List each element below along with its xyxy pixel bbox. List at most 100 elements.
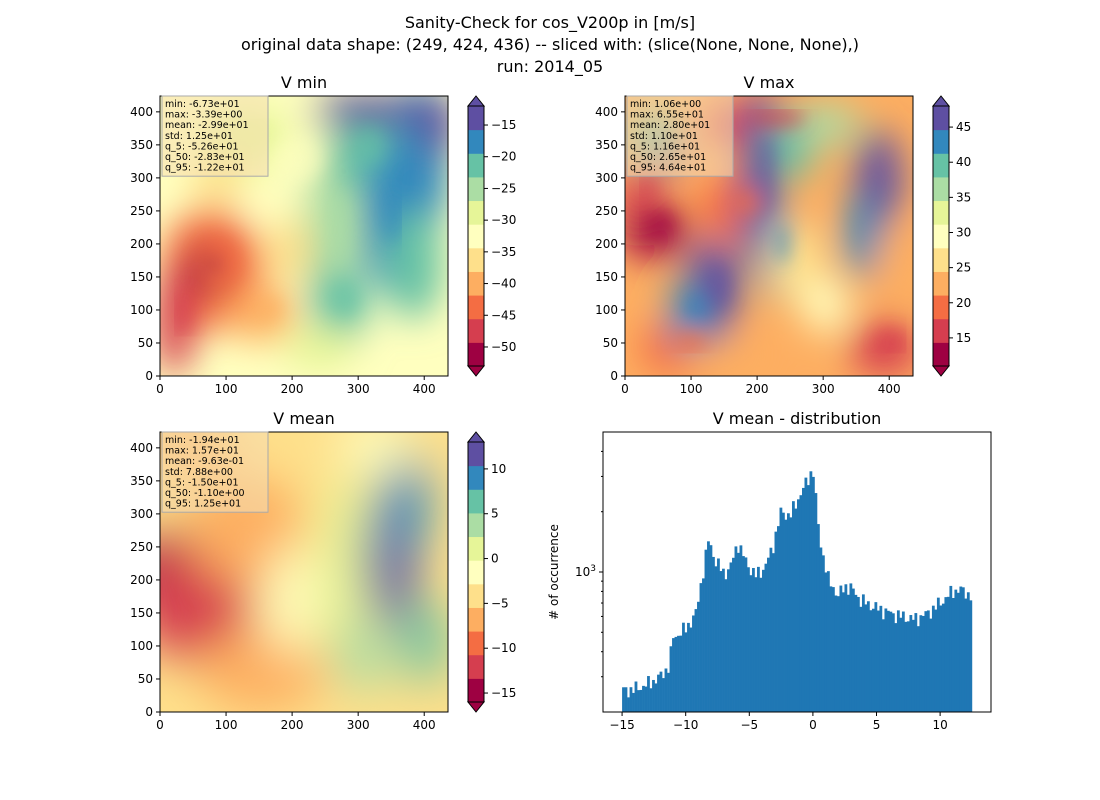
histogram-bar <box>742 556 745 712</box>
histogram-bar <box>727 569 730 712</box>
histogram-bar <box>667 672 670 712</box>
heatmap-detail-blob <box>254 297 283 320</box>
colorbar-segment <box>468 295 484 320</box>
histogram-bar <box>737 552 740 712</box>
histogram-bar <box>627 697 630 712</box>
y-tick-label: 250 <box>595 204 618 218</box>
histogram-bar <box>629 687 633 712</box>
x-tick-label: −15 <box>609 718 634 732</box>
histogram-bar <box>664 668 668 712</box>
colorbar-segment <box>933 106 949 131</box>
histogram-bar <box>689 627 693 712</box>
histogram-bar <box>772 553 775 712</box>
colorbar-segment <box>933 318 949 343</box>
histogram-bar <box>859 606 863 712</box>
colorbar-segment <box>468 176 484 202</box>
colorbar-segment <box>468 536 484 561</box>
heatmap-blob <box>266 544 313 656</box>
histogram-bar <box>954 589 958 712</box>
heatmap-detail-blob <box>647 213 676 236</box>
histogram-bar <box>722 568 725 712</box>
histogram-bar <box>936 597 940 712</box>
histogram-bar <box>669 646 673 712</box>
histogram-bar <box>709 545 713 712</box>
x-tick-label: 400 <box>878 382 901 396</box>
histogram-bar <box>624 687 628 712</box>
heatmap-detail-blob <box>878 330 907 354</box>
heatmap-blob <box>283 325 353 371</box>
histogram-bar <box>769 547 773 712</box>
y-tick-label: 300 <box>130 507 153 521</box>
heatmap-detail-blob <box>688 294 705 322</box>
histogram-bar <box>699 583 703 712</box>
colorbar-tick-label: 5 <box>491 507 499 521</box>
y-tick-label: 50 <box>138 672 153 686</box>
stats-box <box>161 431 269 513</box>
histogram-bar <box>824 572 828 712</box>
colorbar-segment <box>468 153 484 178</box>
colorbar-segment <box>468 271 484 296</box>
heatmap-blob <box>332 622 391 690</box>
heatmap-blob <box>309 96 425 127</box>
histogram-bar <box>679 635 683 712</box>
colorbar-segment <box>468 607 484 632</box>
histogram-bar <box>966 592 970 712</box>
heatmap-detail-blob <box>639 176 656 200</box>
x-tick-label: 0 <box>809 718 817 732</box>
colorbar-extend-max <box>931 95 951 107</box>
histogram-bar <box>836 596 840 712</box>
colorbar-segment <box>933 176 949 202</box>
histogram-bar <box>916 626 920 712</box>
histogram-bar <box>844 584 848 712</box>
histogram-ylabel: # of occurrence <box>547 524 561 620</box>
stats-text: min: -1.94e+01 <box>165 435 240 446</box>
y-tick-label: 100 <box>595 303 618 317</box>
y-tick-label: 150 <box>130 606 153 620</box>
colorbar-segment <box>468 465 484 490</box>
histogram-bar <box>914 613 918 712</box>
colorbar-segment <box>468 106 484 131</box>
histogram-bar <box>632 692 635 712</box>
stats-text: q_95: 4.64e+01 <box>630 163 706 174</box>
histogram-bar <box>757 566 760 712</box>
y-tick-label: 150 <box>130 270 153 284</box>
histogram-bar <box>881 619 885 712</box>
colorbar-extend-min <box>931 365 951 377</box>
stats-text: max: -3.39e+00 <box>165 110 242 121</box>
histogram-bar <box>894 623 898 712</box>
y-tick-label: 200 <box>130 237 153 251</box>
histogram-bar <box>939 605 943 712</box>
y-tick-label: 400 <box>595 105 618 119</box>
histogram-bar <box>672 638 675 712</box>
y-tick-label: 300 <box>130 171 153 185</box>
stats-text: q_95: -1.22e+01 <box>165 163 245 174</box>
colorbar-extend-max <box>466 95 486 107</box>
colorbar <box>466 95 486 377</box>
histogram-bar <box>826 571 830 712</box>
histogram-bar <box>899 617 903 712</box>
heatmap-blob <box>341 432 411 474</box>
colorbar-tick-label: 10 <box>491 462 506 476</box>
histogram-bar <box>831 587 835 712</box>
stats-text: q_5: -1.50e+01 <box>165 477 239 488</box>
histogram-bar <box>834 595 838 712</box>
histogram-bar <box>729 562 733 712</box>
colorbar-extend-min <box>466 365 486 377</box>
colorbar-tick-label: −10 <box>491 641 516 655</box>
colorbar-tick-label: −30 <box>491 213 516 227</box>
x-tick-label: 400 <box>413 382 436 396</box>
histogram-bar <box>637 690 640 712</box>
histogram-bar <box>926 610 930 712</box>
histogram-bar <box>754 577 758 712</box>
histogram-bar <box>622 687 625 712</box>
histogram-bar <box>906 621 910 712</box>
heatmap-detail-blob <box>758 134 773 214</box>
histogram-bar <box>642 685 645 712</box>
x-tick-label: 200 <box>281 718 304 732</box>
stats-text: q_50: -2.83e+01 <box>165 152 245 163</box>
histogram-bar <box>674 636 678 712</box>
colorbar-segment <box>468 224 484 249</box>
colorbar-tick-label: 45 <box>956 120 971 134</box>
histogram-bar <box>694 609 698 712</box>
